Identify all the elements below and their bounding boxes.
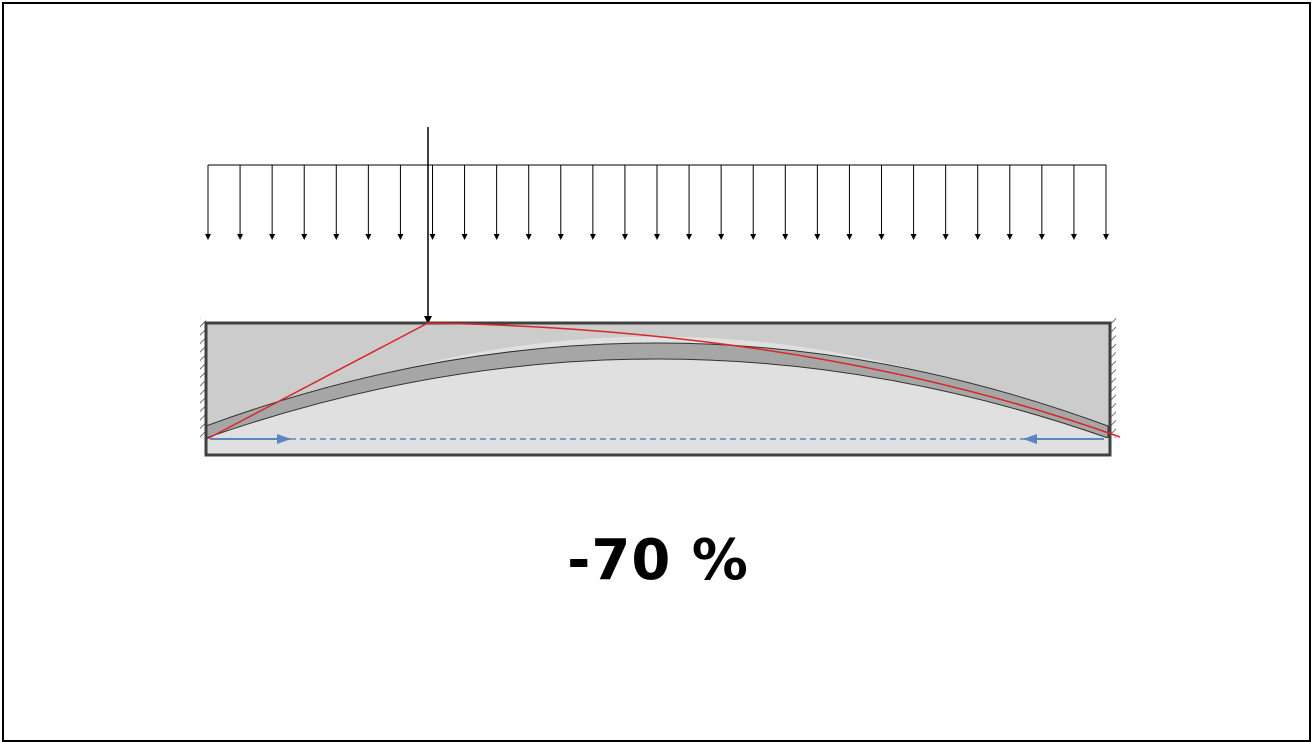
beam <box>204 321 1112 457</box>
load-arrow-head <box>525 234 532 240</box>
load-arrow-head <box>333 234 340 240</box>
load-arrow-head <box>1038 234 1045 240</box>
load-arrow-head <box>814 234 821 240</box>
load-arrow-head <box>782 234 789 240</box>
arch-inner-space <box>206 336 1108 438</box>
left-support-icon <box>200 318 206 438</box>
load-arrow-head <box>750 234 757 240</box>
bottom-strip <box>206 438 1110 455</box>
load-arrow-head <box>557 234 564 240</box>
load-arrow-head <box>1006 234 1013 240</box>
load-arrow-head <box>718 234 725 240</box>
distributed-load <box>205 164 1109 240</box>
load-arrow-head <box>910 234 917 240</box>
load-arrow-head <box>974 234 981 240</box>
load-arrow-head <box>654 234 660 240</box>
load-arrow-head <box>686 234 693 240</box>
load-arrow-head <box>621 234 628 240</box>
load-arrow-head <box>365 234 372 240</box>
load-arrow-head <box>397 234 404 240</box>
load-arrow-head <box>205 234 211 240</box>
load-arrow-head <box>493 234 500 240</box>
load-arrow-head <box>846 234 853 240</box>
load-arrow-head <box>269 234 276 240</box>
distributed-load-arrows <box>205 165 1109 240</box>
load-arrow-head <box>589 234 596 240</box>
load-arrow-head <box>461 234 468 240</box>
load-arrow-head <box>1103 234 1109 240</box>
load-arrow-head <box>878 234 885 240</box>
load-arrow-head <box>301 234 308 240</box>
load-arrow-head <box>429 234 436 240</box>
right-support-icon <box>1110 318 1116 438</box>
load-arrow-head <box>942 234 949 240</box>
reduction-label: -70 % <box>567 528 749 593</box>
thrust-line <box>206 322 1121 440</box>
load-arrow-head <box>237 234 244 240</box>
load-arrow-head <box>1070 234 1077 240</box>
